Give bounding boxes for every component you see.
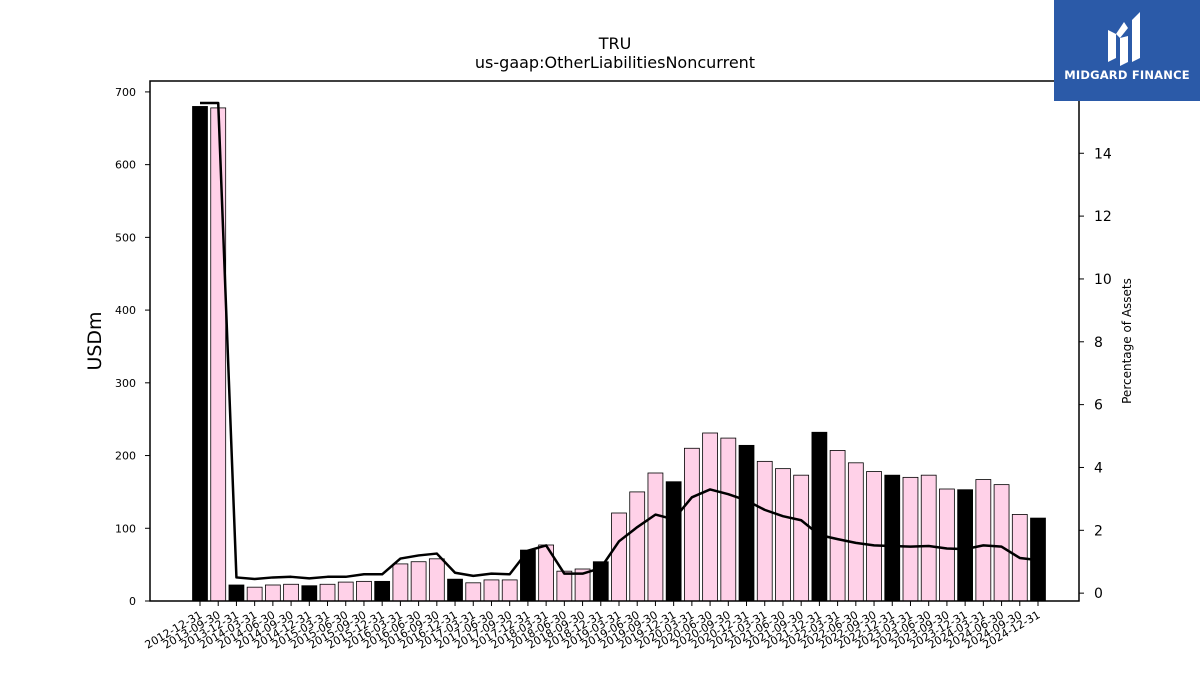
bar-2013-09-30 — [210, 107, 227, 602]
bar-2016-03-31 — [392, 563, 409, 602]
bar-2021-12-31 — [811, 431, 828, 602]
bar-2015-06-30 — [337, 581, 354, 602]
bar-2012-12-31 — [192, 106, 208, 602]
y2-tick-label-6: 6 — [1094, 398, 1103, 414]
bar-2014-03-31 — [246, 586, 263, 602]
y-axis-left: 0 100 200 300 400 500 600 700 — [115, 86, 150, 608]
bar-2016-12-31 — [447, 578, 463, 602]
bar-2023-03-31 — [902, 476, 919, 602]
bar-2014-12-31 — [301, 585, 318, 602]
x-axis: 2012-12-312013-09-302013-12-312014-03-31… — [143, 601, 1043, 652]
y2-tick-label-14: 14 — [1094, 146, 1112, 162]
bar-2020-03-31 — [684, 447, 700, 602]
y-tick-label-100: 100 — [115, 522, 136, 535]
y2-tick-label-2: 2 — [1094, 523, 1103, 539]
bar-2017-09-30 — [501, 579, 518, 602]
y2-tick-label-8: 8 — [1094, 335, 1103, 351]
bar-2016-09-30 — [428, 558, 445, 602]
bar-2013-12-31 — [228, 584, 245, 602]
bar-2015-09-30 — [356, 580, 372, 602]
bar-2023-12-31 — [957, 489, 973, 602]
bar-2019-06-30 — [629, 491, 646, 602]
y2-tick-label-10: 10 — [1094, 272, 1112, 288]
bar-2014-09-30 — [283, 583, 299, 602]
midgard-finance-logo: MIDGARD FINANCE — [1054, 0, 1200, 101]
bar-2015-03-31 — [319, 583, 336, 602]
y-axis-label: USDm — [84, 311, 106, 370]
bar-2020-06-30 — [702, 432, 718, 602]
chart-subtitle: us-gaap:OtherLiabilitiesNoncurrent — [475, 53, 755, 72]
y2-tick-label-0: 0 — [1094, 586, 1103, 602]
y-axis-right: 0 2 4 6 8 10 12 14 — [1079, 146, 1112, 602]
bar-2017-06-30 — [483, 579, 500, 602]
bar-2023-06-30 — [920, 474, 937, 602]
y-tick-label-300: 300 — [115, 377, 136, 390]
chart-title: TRU — [598, 34, 632, 53]
y2-axis-label: Percentage of Assets — [1120, 278, 1134, 404]
bar-2019-03-31 — [611, 512, 627, 602]
bar-2020-12-31 — [738, 444, 755, 602]
line-group — [200, 101, 1039, 581]
pct-of-assets-line — [200, 101, 1039, 581]
plot-frame — [149, 80, 1080, 602]
bar-2024-06-30 — [993, 484, 1010, 602]
bar-2022-03-31 — [829, 450, 846, 602]
bars-group — [192, 106, 1046, 602]
bar-2016-06-30 — [410, 561, 427, 602]
bar-2017-03-31 — [465, 582, 482, 602]
bar-2021-03-31 — [756, 460, 773, 602]
bar-2020-09-30 — [720, 437, 737, 602]
bar-2018-06-30 — [556, 570, 573, 602]
bar-2019-09-30 — [647, 472, 664, 602]
y2-tick-label-12: 12 — [1094, 209, 1112, 225]
bar-2023-09-30 — [939, 488, 955, 602]
bar-2014-06-30 — [264, 584, 281, 602]
logo-text: MIDGARD FINANCE — [1064, 68, 1190, 82]
bar-2024-03-31 — [975, 479, 992, 602]
y2-tick-label-4: 4 — [1094, 460, 1103, 476]
bar-2015-12-31 — [374, 580, 391, 602]
bar-2019-12-31 — [665, 481, 682, 602]
y-tick-label-400: 400 — [115, 304, 136, 317]
logo-mark-icon — [1108, 12, 1140, 66]
bar-2021-09-30 — [793, 474, 810, 602]
y-tick-label-200: 200 — [115, 450, 136, 463]
y-tick-label-600: 600 — [115, 159, 136, 172]
y-tick-label-700: 700 — [115, 86, 136, 99]
y-tick-label-0: 0 — [129, 595, 136, 608]
bar-2022-06-30 — [847, 462, 864, 602]
bar-2022-09-30 — [866, 471, 882, 602]
bar-2022-12-31 — [884, 474, 901, 602]
y-tick-label-500: 500 — [115, 231, 136, 244]
bar-2021-06-30 — [775, 468, 791, 602]
